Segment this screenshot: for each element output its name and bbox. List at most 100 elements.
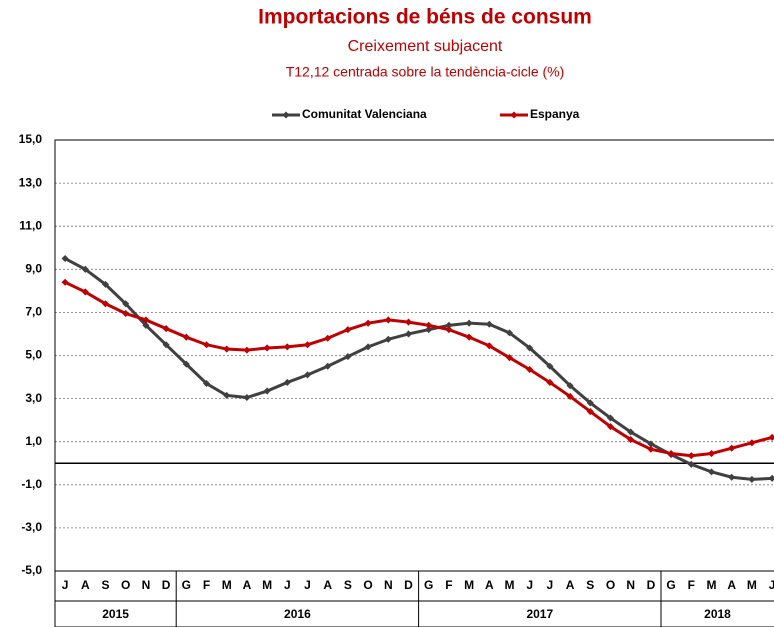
point-marker [122,300,130,308]
point-marker [687,460,695,468]
point-marker [122,309,130,318]
x-tick-label: M [464,578,474,592]
x-tick-label: A [323,578,332,592]
point-marker [768,433,774,441]
point-marker [445,326,453,334]
chart-title: Importacions de béns de consum [258,6,592,29]
x-tick-label: A [566,578,575,592]
x-tick-label: M [707,578,717,592]
point-marker [142,316,150,324]
point-marker [303,371,312,379]
point-marker [142,321,150,329]
x-tick-label: F [688,578,695,592]
point-marker [324,334,332,342]
x-tick-label: M [505,578,515,592]
plot-frame [54,139,774,572]
x-group-label: 2015 [102,607,129,621]
point-marker [667,450,675,458]
x-tick-label: N [626,578,635,592]
point-marker [182,360,190,368]
y-tick-label: 7,0 [25,305,42,319]
point-marker [162,341,170,349]
point-marker [465,333,473,341]
x-tick-label: G [182,578,191,592]
point-marker [283,378,291,386]
point-marker [546,362,554,370]
x-axis-box [54,570,774,627]
x-tick-label: G [666,578,675,592]
x-tick-label: F [445,578,452,592]
chart-subtitle: Creixement subjacent [348,38,503,55]
point-marker [768,474,774,482]
y-tick-label: -5,0 [21,563,42,577]
point-marker [728,444,736,452]
point-marker [243,393,251,402]
point-marker [647,440,655,448]
y-tick-label: 1,0 [25,434,42,448]
series-line [64,257,773,481]
point-marker [505,354,514,362]
x-tick-label: S [101,578,109,592]
y-tick-label: 9,0 [25,261,42,275]
point-marker [586,407,594,416]
point-marker [263,344,271,352]
point-marker [162,325,170,333]
legend-marker [510,111,518,119]
x-tick-label: M [222,578,232,592]
point-marker [344,326,352,334]
y-tick-label: 11,0 [19,218,42,232]
point-marker [465,319,473,327]
legend-label: Comunitat Valenciana [302,107,427,121]
x-tick-label: J [284,578,291,592]
point-marker [606,423,615,431]
x-tick-label: N [384,578,393,592]
x-tick-label: S [586,578,594,592]
point-marker [425,321,433,329]
x-tick-label: S [344,578,352,592]
x-tick-label: G [424,578,433,592]
point-marker [384,335,392,343]
point-marker [101,300,110,308]
point-marker [748,439,756,447]
x-tick-label: O [606,578,615,592]
point-marker [505,329,514,337]
point-marker [546,378,554,386]
point-marker [526,365,534,374]
x-tick-label: J [304,578,311,592]
point-marker [627,428,635,436]
point-marker [707,450,716,458]
x-tick-label: M [262,578,272,592]
point-marker [61,254,69,263]
point-marker [283,343,291,351]
point-marker [566,382,574,390]
point-marker [485,342,493,350]
x-tick-label: M [747,578,757,592]
x-tick-label: A [485,578,494,592]
point-marker [485,320,493,328]
point-marker [384,316,392,324]
point-marker [647,445,655,453]
point-marker [202,341,211,349]
point-marker [526,344,534,352]
x-tick-label: J [526,578,533,592]
x-tick-label: D [647,578,656,592]
series-line [64,280,773,458]
x-tick-label: O [363,578,372,592]
point-marker [243,346,251,354]
point-marker [101,280,110,288]
point-marker [748,475,756,483]
x-tick-label: F [203,578,210,592]
y-tick-label: 15,0 [19,132,43,146]
x-tick-label: J [769,578,774,592]
point-marker [606,414,615,422]
point-marker [223,345,231,353]
x-tick-label: A [727,578,736,592]
point-marker [324,362,332,370]
x-group-label: 2016 [284,607,311,621]
point-marker [627,436,635,444]
x-tick-label: A [81,578,90,592]
x-tick-label: A [243,578,252,592]
point-marker [425,326,433,334]
point-marker [404,318,413,326]
